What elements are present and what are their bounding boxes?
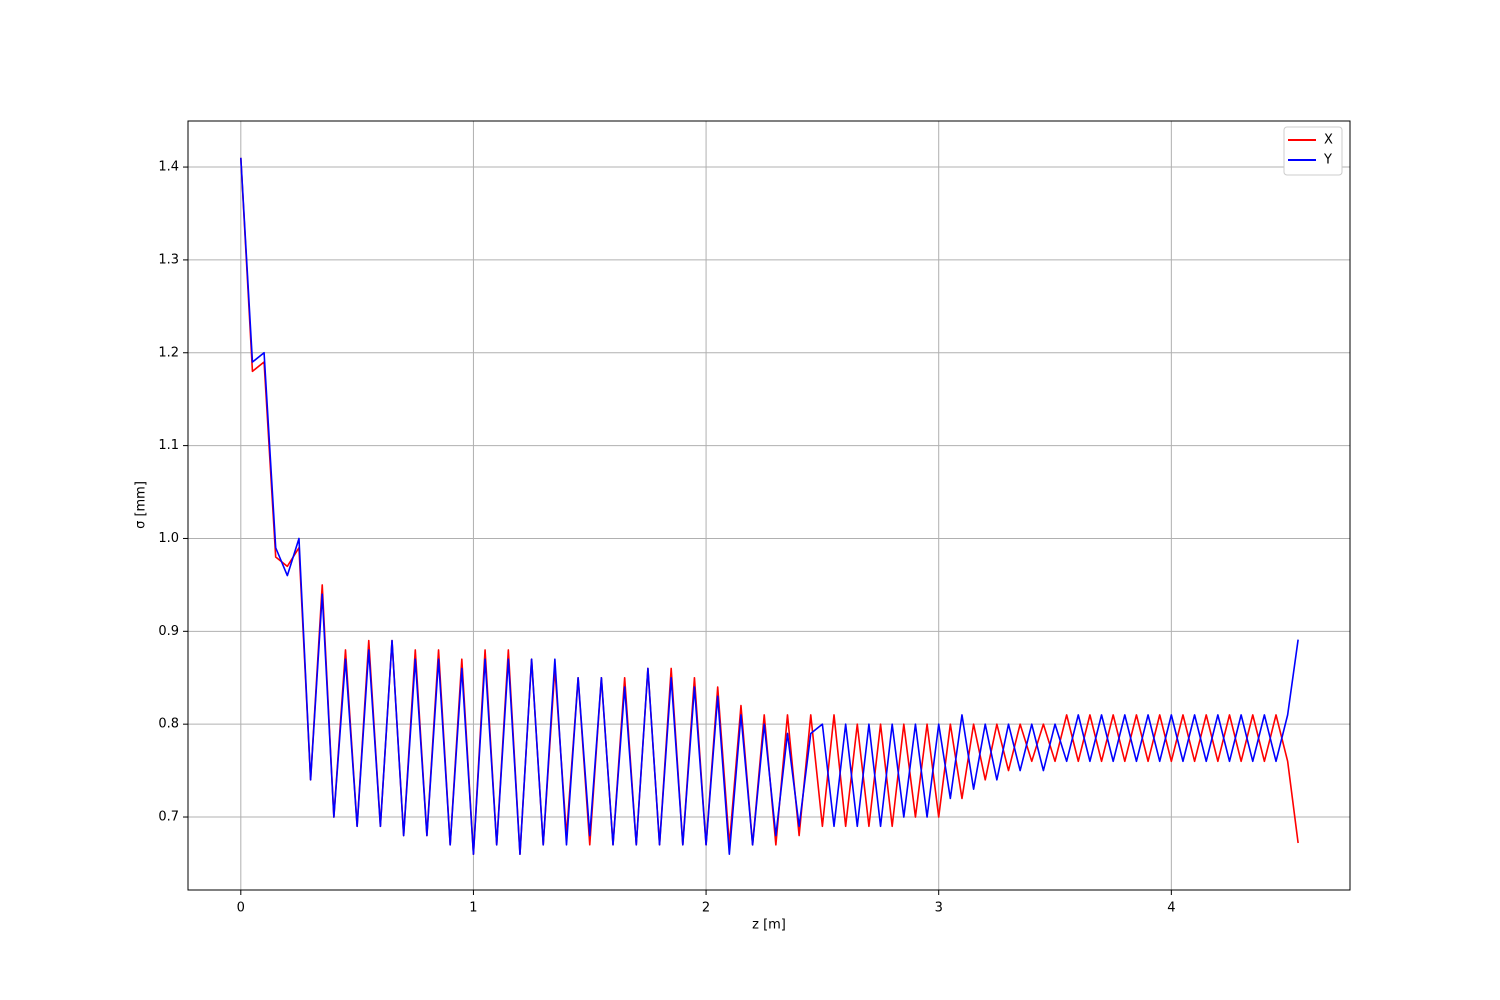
y-tick-label: 1.3 [158, 252, 179, 267]
y-tick-label: 0.8 [158, 717, 179, 732]
legend-box [1283, 126, 1343, 176]
series-line [240, 157, 1299, 855]
plot-frame [187, 120, 1351, 891]
x-tick-label: 2 [702, 901, 710, 916]
x-tick-label: 1 [469, 901, 477, 916]
y-axis-label: σ [mm] [134, 481, 149, 529]
x-axis-label: z [m] [752, 918, 786, 933]
x-tick-label: 3 [935, 901, 943, 916]
y-tick-label: 1.1 [158, 438, 179, 453]
x-tick-label: 4 [1167, 901, 1175, 916]
y-tick-label: 1.4 [158, 160, 179, 175]
plot-lines [240, 157, 1299, 855]
legend: XY [1283, 126, 1343, 176]
y-tick-label: 1.2 [158, 345, 179, 360]
x-tick-label: 0 [237, 901, 245, 916]
legend-label: X [1324, 133, 1333, 148]
y-tick-label: 0.9 [158, 624, 179, 639]
y-tick-label: 0.7 [158, 810, 179, 825]
y-tick-label: 1.0 [158, 531, 179, 546]
legend-label: Y [1323, 153, 1332, 168]
ticks: 0 1 2 3 4 0.7 0.8 0.9 1.0 1.1 1.2 1.3 1.4 [158, 160, 1175, 916]
